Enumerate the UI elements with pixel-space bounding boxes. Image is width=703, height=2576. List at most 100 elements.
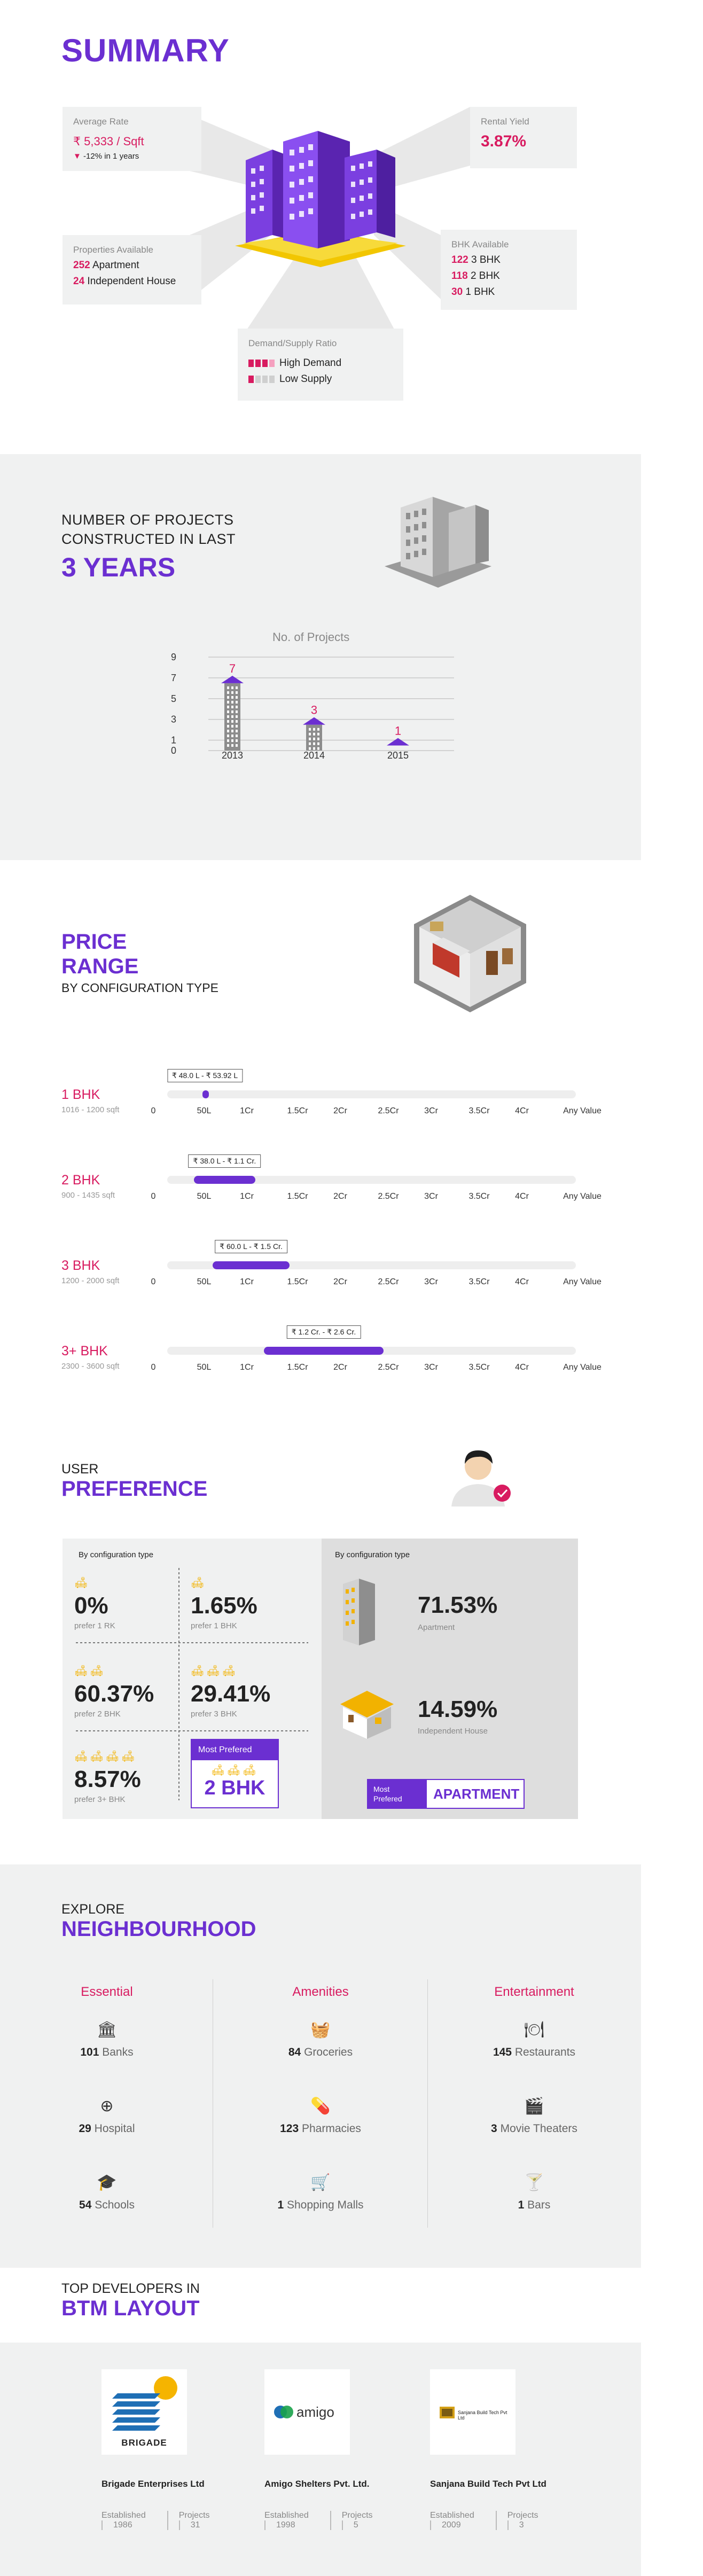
neighbourhood-heading-line1: EXPLORE — [61, 1902, 125, 1917]
pill-icon: 💊 — [310, 2097, 331, 2115]
price-axis-label: 0 — [151, 1363, 156, 1372]
summary-title: SUMMARY — [61, 33, 230, 68]
price-track: ₹ 48.0 L - ₹ 53.92 L — [167, 1069, 576, 1098]
price-axis-label: 0 — [151, 1106, 156, 1115]
bar-value-label: 3 — [311, 704, 317, 717]
neighbourhood-item: 🍽 145 Restaurants — [459, 2019, 609, 2059]
price-subtitle: BY CONFIGURATION TYPE — [61, 981, 218, 995]
price-axis-label: 50L — [197, 1192, 212, 1201]
y-tick-label: 0 — [171, 745, 176, 756]
summary-section: SUMMARY — [0, 0, 641, 454]
price-axis-label: 2.5Cr — [378, 1277, 399, 1286]
price-track: ₹ 60.0 L - ₹ 1.5 Cr. — [167, 1240, 576, 1269]
projects-heading-line1: NUMBER OF PROJECTS — [61, 512, 234, 528]
neighbourhood-item-text: 3 Movie Theaters — [491, 2122, 577, 2135]
type-panel-header: By configuration type — [335, 1550, 410, 1559]
price-config-label: 1 BHK — [61, 1087, 100, 1102]
price-axis-label: 1Cr — [240, 1192, 254, 1201]
config-preference-label: prefer 3 BHK — [191, 1709, 237, 1719]
house-preference-label: Independent House — [418, 1727, 488, 1736]
config-preference-value: 8.57% — [74, 1766, 141, 1792]
developers-heading-line2: BTM LAYOUT — [61, 2297, 200, 2320]
neighbourhood-item: 🎓 54 Schools — [32, 2172, 182, 2212]
price-axis-label: 2.5Cr — [378, 1106, 399, 1115]
price-axis-label: 3.5Cr — [468, 1106, 490, 1115]
apartment-icon — [343, 1579, 375, 1645]
neighbourhood-item: 🍸 1 Bars — [459, 2172, 609, 2212]
price-axis-label: 3Cr — [424, 1192, 438, 1201]
price-section: PRICE RANGE BY CONFIGURATION TYPE 1 BHK 1… — [0, 860, 641, 1410]
amigo-logo-mark — [274, 2406, 293, 2418]
price-track: ₹ 1.2 Cr. - ₹ 2.6 Cr. — [167, 1325, 576, 1355]
price-axis-label: 2.5Cr — [378, 1192, 399, 1201]
price-axis-label: 50L — [197, 1277, 212, 1286]
sanjana-logo-mark — [440, 2407, 455, 2418]
config-preference-item: 🛋🛋🛋 29.41% prefer 3 BHK — [191, 1664, 270, 1719]
price-axis-label: 4Cr — [515, 1106, 529, 1115]
rental-yield-value: 3.87% — [481, 132, 527, 150]
most-preferred-config-value: 2 BHK — [204, 1777, 265, 1799]
cart-icon: 🛒 — [310, 2174, 331, 2191]
neighbourhood-item-text: 1 Bars — [518, 2199, 551, 2211]
price-axis-label: 1Cr — [240, 1363, 254, 1372]
properties-row-house: 24 Independent House — [73, 276, 176, 287]
hospital-icon: ⊕ — [100, 2097, 114, 2115]
config-preference-value: 60.37% — [74, 1681, 154, 1707]
y-tick-label: 9 — [171, 652, 176, 662]
demand-supply-label: Demand/Supply Ratio — [248, 338, 337, 348]
preference-heading: USER PREFERENCE — [61, 1461, 207, 1501]
most-preferred-config-label: Most Prefered — [192, 1740, 278, 1760]
neighbourhood-column-title: Amenities — [292, 1985, 349, 1999]
price-axis-label: 2Cr — [333, 1277, 347, 1286]
x-category-label: 2013 — [222, 750, 243, 761]
developer-card[interactable]: amigo Amigo Shelters Pvt. Ltd. Establish… — [264, 2369, 425, 2530]
sofa-icon: 🛋🛋 — [74, 1665, 106, 1677]
price-axis-label: 3Cr — [424, 1106, 438, 1115]
high-demand-level-icon — [248, 359, 275, 367]
price-heading-line1: PRICE — [61, 930, 127, 954]
developer-card[interactable]: Sanjana Build Tech Pvt Ltd Sanjana Build… — [430, 2369, 590, 2530]
neighbourhood-item: ⊕ 29 Hospital — [32, 2096, 182, 2135]
preference-section: USER PREFERENCE By configuration type 🛋 0… — [0, 1410, 641, 1864]
bhk-row-1: 30 1 BHK — [451, 286, 495, 298]
most-preferred-type-badge: Most Prefered APARTMENT — [367, 1779, 525, 1809]
y-tick-label: 5 — [171, 693, 176, 704]
neighbourhood-column-title: Essential — [81, 1985, 133, 1999]
price-axis-label: 2Cr — [333, 1363, 347, 1372]
projects-section: NUMBER OF PROJECTS CONSTRUCTED IN LAST 3… — [0, 454, 641, 860]
rental-yield-card: Rental Yield 3.87% — [470, 107, 577, 168]
price-heading-line2: RANGE — [61, 955, 139, 978]
brigade-logo-text: BRIGADE — [121, 2438, 167, 2448]
bedroom-illustration — [414, 895, 526, 1012]
price-axis-label: 1.5Cr — [287, 1106, 308, 1115]
price-axis-label: 1.5Cr — [287, 1363, 308, 1372]
down-arrow-icon: ▼ — [73, 152, 81, 161]
price-range-row: 3+ BHK 2300 - 3600 sqft ₹ 1.2 Cr. - ₹ 2.6 … — [0, 1325, 641, 1386]
config-preference-item: 🛋🛋🛋🛋 8.57% prefer 3+ BHK — [74, 1750, 141, 1804]
average-rate-label: Average Rate — [73, 116, 129, 127]
type-preference-panel: By configuration type 71.53% Apartment 1… — [322, 1539, 578, 1819]
most-preferred-type-value: APARTMENT — [433, 1786, 520, 1802]
config-preference-panel: By configuration type 🛋 0% prefer 1 RK 🛋 1.6… — [63, 1539, 322, 1819]
developers-heading-section: TOP DEVELOPERS IN BTM LAYOUT — [0, 2268, 641, 2343]
price-axis-label: 1.5Cr — [287, 1277, 308, 1286]
developer-stats: Established 1986 Projects 31 — [101, 2511, 262, 2530]
movie-icon: 🎬 — [524, 2097, 544, 2115]
price-axis-label: 2Cr — [333, 1106, 347, 1115]
average-rate-change-text: -12% in 1 years — [83, 152, 139, 161]
average-rate-card: Average Rate ₹ 5,333 / Sqft ▼ -12% in 1 … — [63, 107, 201, 171]
sofa-icon: 🛋 — [74, 1577, 90, 1589]
price-range-tag: ₹ 60.0 L - ₹ 1.5 Cr. — [215, 1240, 287, 1253]
bar-value-label: 1 — [395, 724, 401, 738]
config-preference-label: prefer 3+ BHK — [74, 1795, 126, 1804]
developer-card[interactable]: BRIGADE Brigade Enterprises Ltd Establis… — [101, 2369, 262, 2530]
price-axis-label: 4Cr — [515, 1363, 529, 1372]
y-tick-label: 3 — [171, 714, 176, 725]
price-axis-label: 4Cr — [515, 1192, 529, 1201]
projects-heading-line3: 3 YEARS — [61, 552, 176, 582]
projects-chart-title: No. of Projects — [272, 630, 350, 644]
developer-stats: Established 1998 Projects 5 — [264, 2511, 425, 2530]
amigo-logo-text: amigo — [296, 2404, 334, 2420]
neighbourhood-column-title: Entertainment — [494, 1985, 574, 1999]
